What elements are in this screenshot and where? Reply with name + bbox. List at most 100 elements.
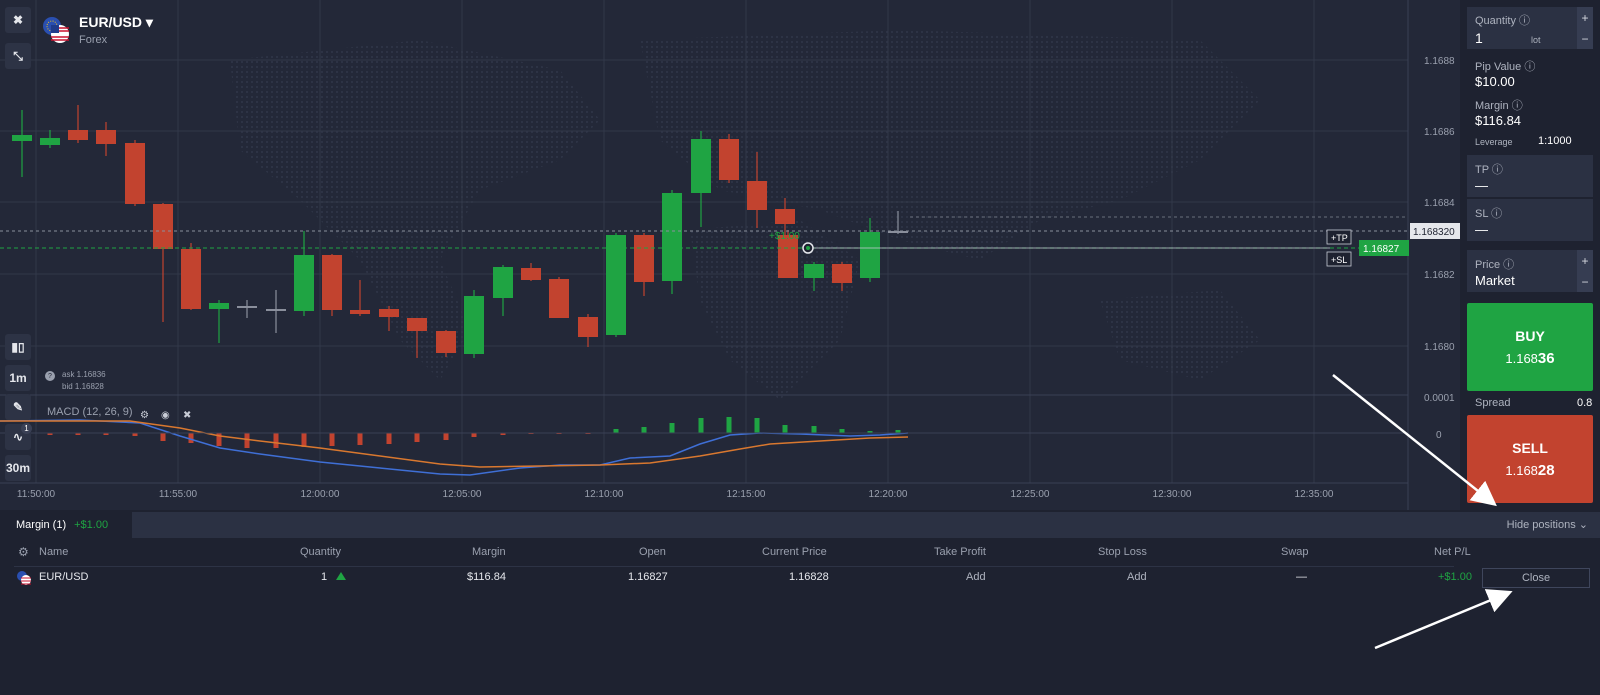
spread-value: 0.8 [1577,397,1593,409]
col-name: Name [39,546,69,558]
quantity-stepper[interactable]: Quantity ⓘ 1 lot + − [1467,7,1593,49]
eur-usd-flag-icon [17,571,31,585]
buy-price: 1.16836 [1505,349,1555,367]
row-swap: — [1296,571,1307,583]
row-margin: $116.84 [467,571,506,583]
hide-positions-button[interactable]: Hide positions ⌄ [1506,519,1588,531]
sl-tag-box[interactable] [1326,251,1352,267]
chart-area[interactable]: 1.1688 1.1686 1.1684 1.1682 1.1680 11:50:00 1… [0,0,1460,510]
collapse-icon: ⤡ [13,48,23,63]
macd-indicator-label: MACD (12, 26, 9) [47,406,133,418]
quantity-plus-button[interactable]: + [1577,7,1593,28]
pip-value-label: Pip Value [1475,61,1522,73]
current-price-tag: 1.168320 [1413,227,1455,238]
timeframe-button[interactable]: 1m [5,365,31,391]
price-axis: 1.1688 1.1686 1.1684 1.1682 1.1680 [1424,56,1455,353]
table-divider [14,566,1454,567]
collapse-chart-button[interactable]: ⤡ [5,43,31,69]
interval-button[interactable]: 30m [5,455,31,481]
sl-tag[interactable]: +SL [1331,255,1347,265]
time-tick-label: 12:35:00 [1295,489,1334,500]
price-tick-label: 1.1680 [1424,342,1455,353]
open-price-tag: 1.16827 [1363,244,1400,255]
indicator-count-badge: 1 [21,423,32,434]
sell-button[interactable]: SELL 1.16828 [1467,415,1593,503]
buy-direction-icon [336,572,346,580]
indicator-icon: ∿ [12,430,24,444]
quantity-minus-button[interactable]: − [1577,28,1593,49]
macd-line [0,419,909,476]
time-tick-label: 12:25:00 [1011,489,1050,500]
trade-panel: Quantity ⓘ 1 lot + − Pip Value ⓘ $10.00 … [1460,0,1600,510]
help-icon: ⓘ [1511,100,1523,112]
macd-tick-label: 0.0001 [1424,393,1455,404]
asset-name[interactable]: EUR/USD ▾ [79,14,153,31]
col-swap: Swap [1281,546,1309,558]
price-plus-button[interactable]: + [1577,250,1593,271]
info-icon: ? [45,371,55,381]
buy-button[interactable]: BUY 1.16836 [1467,303,1593,391]
chevron-down-icon: ▾ [145,14,153,30]
drawing-tools-button[interactable]: ✎ [5,394,31,420]
time-tick-label: 11:50:00 [17,489,56,500]
col-margin: Margin [472,546,506,558]
close-chart-button[interactable]: ✖ [5,7,31,33]
macd-signal-line [0,420,909,468]
col-take-profit: Take Profit [934,546,986,558]
help-icon: ⓘ [1491,164,1503,176]
price-minus-button[interactable]: − [1577,271,1593,292]
price-stepper[interactable]: Price ⓘ Market + − [1467,250,1593,292]
ask-bid-info: ask 1.16836 bid 1.16828 [62,369,106,393]
time-tick-label: 12:05:00 [443,489,482,500]
price-tick-label: 1.1684 [1424,198,1455,209]
close-icon: ✖ [12,13,24,27]
close-position-button[interactable]: Close [1482,568,1590,588]
price-label: Price [1475,259,1501,271]
row-stop-loss-add[interactable]: Add [1127,571,1147,583]
gear-icon[interactable]: ⚙ [18,545,29,559]
margin-label: Margin [1475,100,1509,112]
close-icon[interactable]: ✖ [183,410,192,421]
tab-margin[interactable]: Margin (1) +$1.00 [0,512,132,538]
leverage-value: 1:1000 [1538,135,1572,147]
chart-type-button[interactable]: ▮▯ [5,334,31,360]
world-map-backdrop [230,30,1260,400]
quantity-unit: lot [1531,35,1541,45]
macd-tick-label: 0 [1436,430,1442,441]
row-open: 1.16827 [628,571,668,583]
sl-label: SL [1475,208,1489,220]
price-value[interactable]: Market [1475,273,1515,288]
quantity-label: Quantity [1475,15,1516,27]
tp-tag[interactable]: +TP [1331,233,1348,243]
eur-usd-flag-icon [43,17,69,43]
tp-label: TP [1475,164,1489,176]
col-net-pl: Net P/L [1434,546,1471,558]
positions-panel: Margin (1) +$1.00 Hide positions ⌄ ⚙ Nam… [0,512,1600,695]
time-tick-label: 12:20:00 [869,489,908,500]
gear-icon[interactable]: ⚙ [140,410,149,421]
asset-name-text: EUR/USD [79,14,143,30]
price-tick-label: 1.1682 [1424,270,1455,281]
stop-loss-field[interactable]: SL ⓘ — [1467,199,1593,241]
bid-value: bid 1.16828 [62,382,104,391]
buy-label: BUY [1515,327,1545,344]
positions-tabbar: Margin (1) +$1.00 Hide positions ⌄ [0,512,1600,538]
pip-value: $10.00 [1475,74,1515,89]
help-icon: ⓘ [1491,208,1503,220]
current-price-tag-box [1410,223,1460,239]
leverage-label: Leverage [1475,137,1513,147]
quantity-value[interactable]: 1 [1475,30,1483,46]
sell-label: SELL [1512,439,1548,456]
row-take-profit-add[interactable]: Add [966,571,986,583]
col-open: Open [639,546,666,558]
macd-histogram [19,417,901,448]
tp-tag-box[interactable] [1326,229,1352,245]
take-profit-field[interactable]: TP ⓘ — [1467,155,1593,197]
tab-margin-label: Margin (1) [16,519,67,531]
eye-icon[interactable]: ◉ [161,410,170,421]
tab-margin-pnl: +$1.00 [74,519,109,531]
time-tick-label: 12:15:00 [727,489,766,500]
time-tick-label: 12:00:00 [301,489,340,500]
